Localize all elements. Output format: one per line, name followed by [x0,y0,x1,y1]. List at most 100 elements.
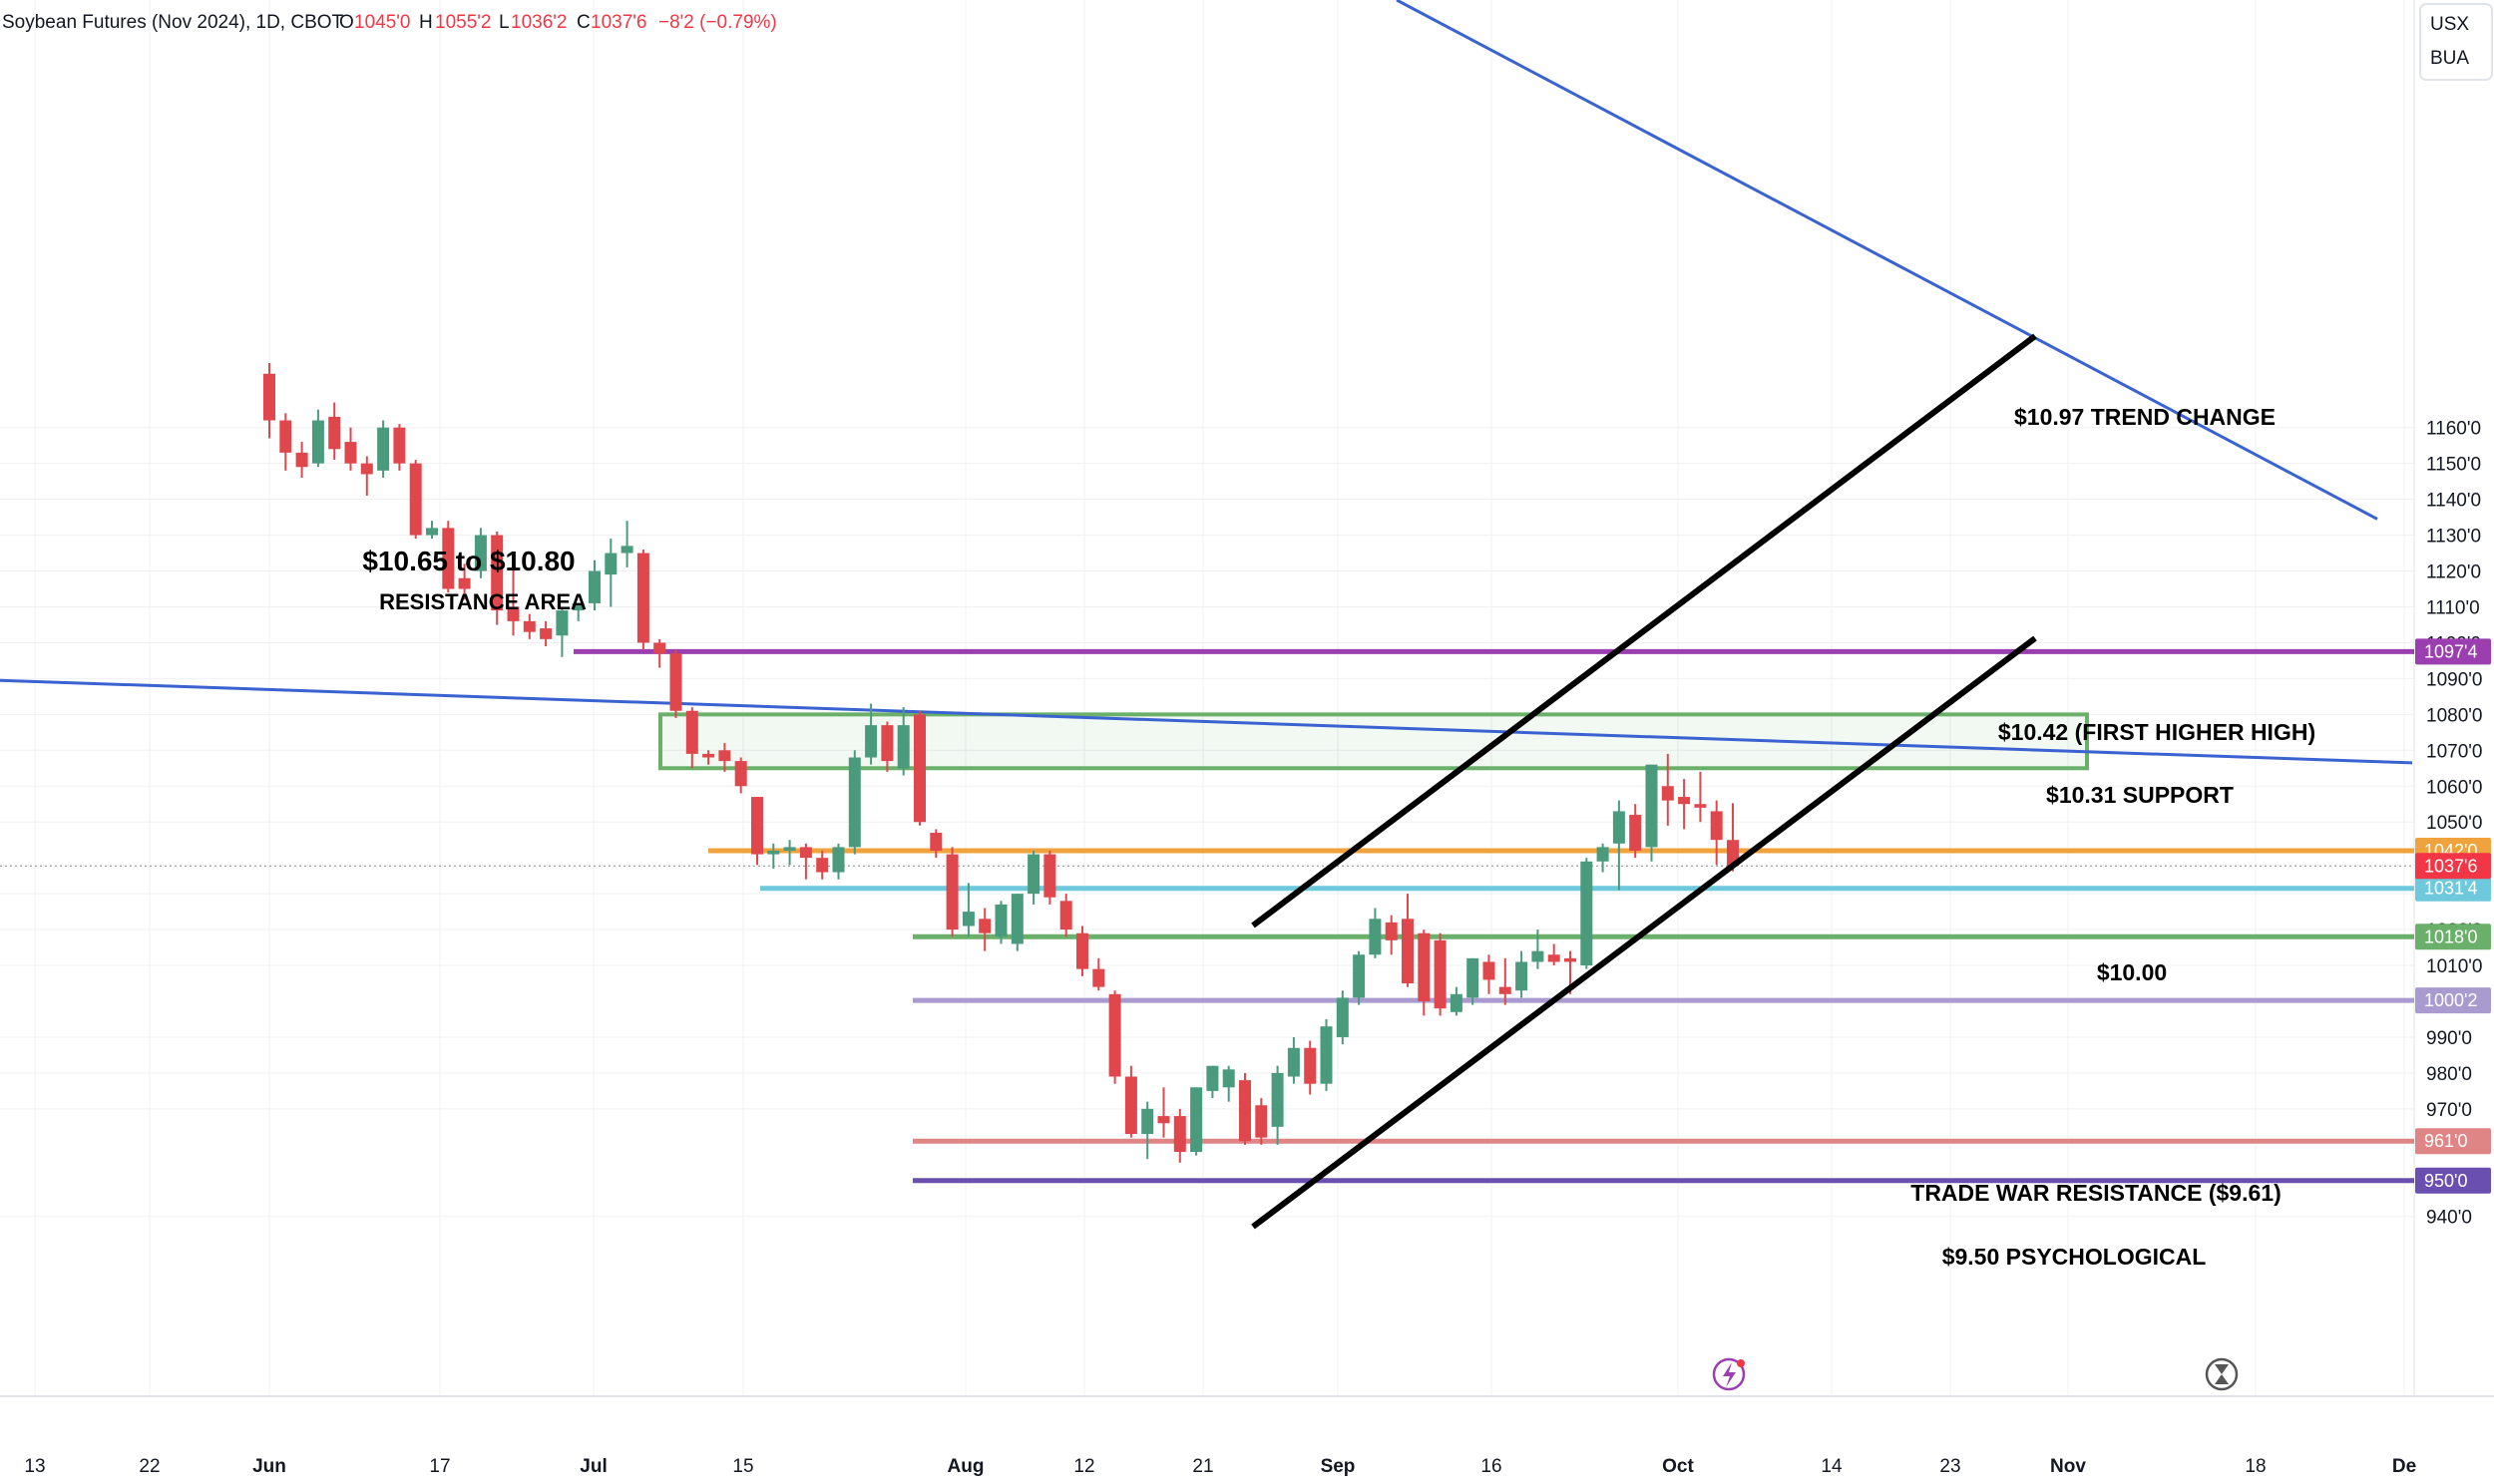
candle-body [1629,815,1642,851]
candle [1531,929,1544,969]
price-tick-label: 1130'0 [2426,527,2481,548]
annotation-label: RESISTANCE AREA [379,589,587,614]
candle [832,843,845,880]
candle [1694,771,1707,823]
candle [1629,804,1642,859]
candle [881,721,894,772]
candle-body [605,553,618,575]
candle-body [962,912,975,927]
candle [589,559,601,611]
candle [946,847,959,937]
candle [1028,850,1040,905]
candle-body [1011,894,1024,944]
level-badge-label: 961'0 [2424,1131,2467,1151]
candle [1059,894,1072,937]
currency-label[interactable]: USX [2430,14,2469,35]
price-axis[interactable]: 1160'01150'01140'01130'01120'01110'01100… [2415,419,2491,1229]
candle [1434,932,1447,1016]
candle [279,413,292,471]
price-tick-label: 940'0 [2426,1208,2472,1229]
candle-body [685,710,698,754]
candle [1515,950,1528,998]
time-tick-label: De [2392,1456,2416,1477]
candle-body [930,833,943,851]
candle [426,521,438,540]
candle-body [1402,919,1414,984]
candle-body [1206,1065,1219,1091]
price-tick-label: 1060'0 [2426,777,2482,798]
candle-body [848,757,861,848]
candle-body [1498,986,1511,994]
bottom-icons[interactable] [1712,1357,2239,1391]
candle-body [1108,993,1121,1077]
time-tick-label: 14 [1821,1456,1843,1477]
candle [1710,800,1723,866]
candle-body [1239,1080,1251,1142]
candle [1043,850,1056,905]
candle [718,743,731,772]
candle-body [1028,854,1040,895]
candle-body [702,753,715,758]
candle [540,620,553,647]
candle-body [507,606,520,621]
candle [1320,1018,1333,1091]
candle [409,460,422,540]
candle [1645,764,1658,862]
candle [360,456,373,497]
candle [1353,950,1366,1005]
price-tick-label: 1080'0 [2426,705,2482,726]
candle-body [491,535,504,611]
upper-trend-line [1396,0,2378,521]
annotation-label: $10.97 TREND CHANGE [2014,404,2276,430]
candle-body [1369,919,1382,955]
currency-selector[interactable] [2419,3,2493,81]
price-tick-label: 970'0 [2426,1100,2472,1121]
candle [1287,1036,1300,1084]
candle [1596,843,1609,873]
candle [653,638,666,668]
candle-body [832,847,845,873]
candle [1580,858,1593,969]
time-tick-label: Nov [2050,1456,2086,1477]
grid-layer [0,0,2494,1397]
legend-open-value: 1045'0 [354,12,410,33]
unit-label[interactable]: BUA [2430,48,2469,69]
hourglass-icon[interactable] [2205,1357,2239,1391]
time-tick-label: Jun [252,1456,286,1477]
price-tick-label: 990'0 [2426,1028,2472,1049]
candle-body [1710,811,1723,841]
price-tick-label: 1110'0 [2426,597,2480,618]
candle-body [1124,1076,1137,1135]
candle [1336,990,1349,1045]
candle-layer [263,362,1739,1163]
candle-body [1434,939,1447,1009]
candle [1547,943,1560,966]
candle-body [1645,764,1658,848]
price-tick-label: 1140'0 [2426,491,2481,512]
annotation-label: $10.42 (FIRST HIGHER HIGH) [1998,719,2315,745]
candle-body [1418,932,1431,1001]
axis-header[interactable]: USX BUA [2419,3,2493,81]
candle [1206,1065,1219,1099]
legend-open-label: O [339,12,354,33]
candle-body [1547,954,1560,962]
candle-body [946,854,959,930]
candle-body [589,570,601,603]
candle-body [1694,804,1707,808]
candle-body [979,919,992,933]
current-price-badge [2415,853,2491,880]
candle-body [1271,1072,1284,1127]
candle [507,566,520,636]
candle [556,606,569,657]
candle [930,829,943,859]
lightning-icon[interactable] [1712,1357,1746,1391]
candle-body [1612,811,1625,844]
candle-body [669,653,682,711]
time-axis[interactable]: 13 22 Jun 17 Jul 15 Aug 12 21 Sep 16 Oct 14 23 Nov 18 De [24,1456,2416,1477]
legend: Soybean Futures (Nov 2024), 1D, CBOT O 1… [2,12,777,33]
candle [669,649,682,718]
candle-body [1727,840,1739,867]
